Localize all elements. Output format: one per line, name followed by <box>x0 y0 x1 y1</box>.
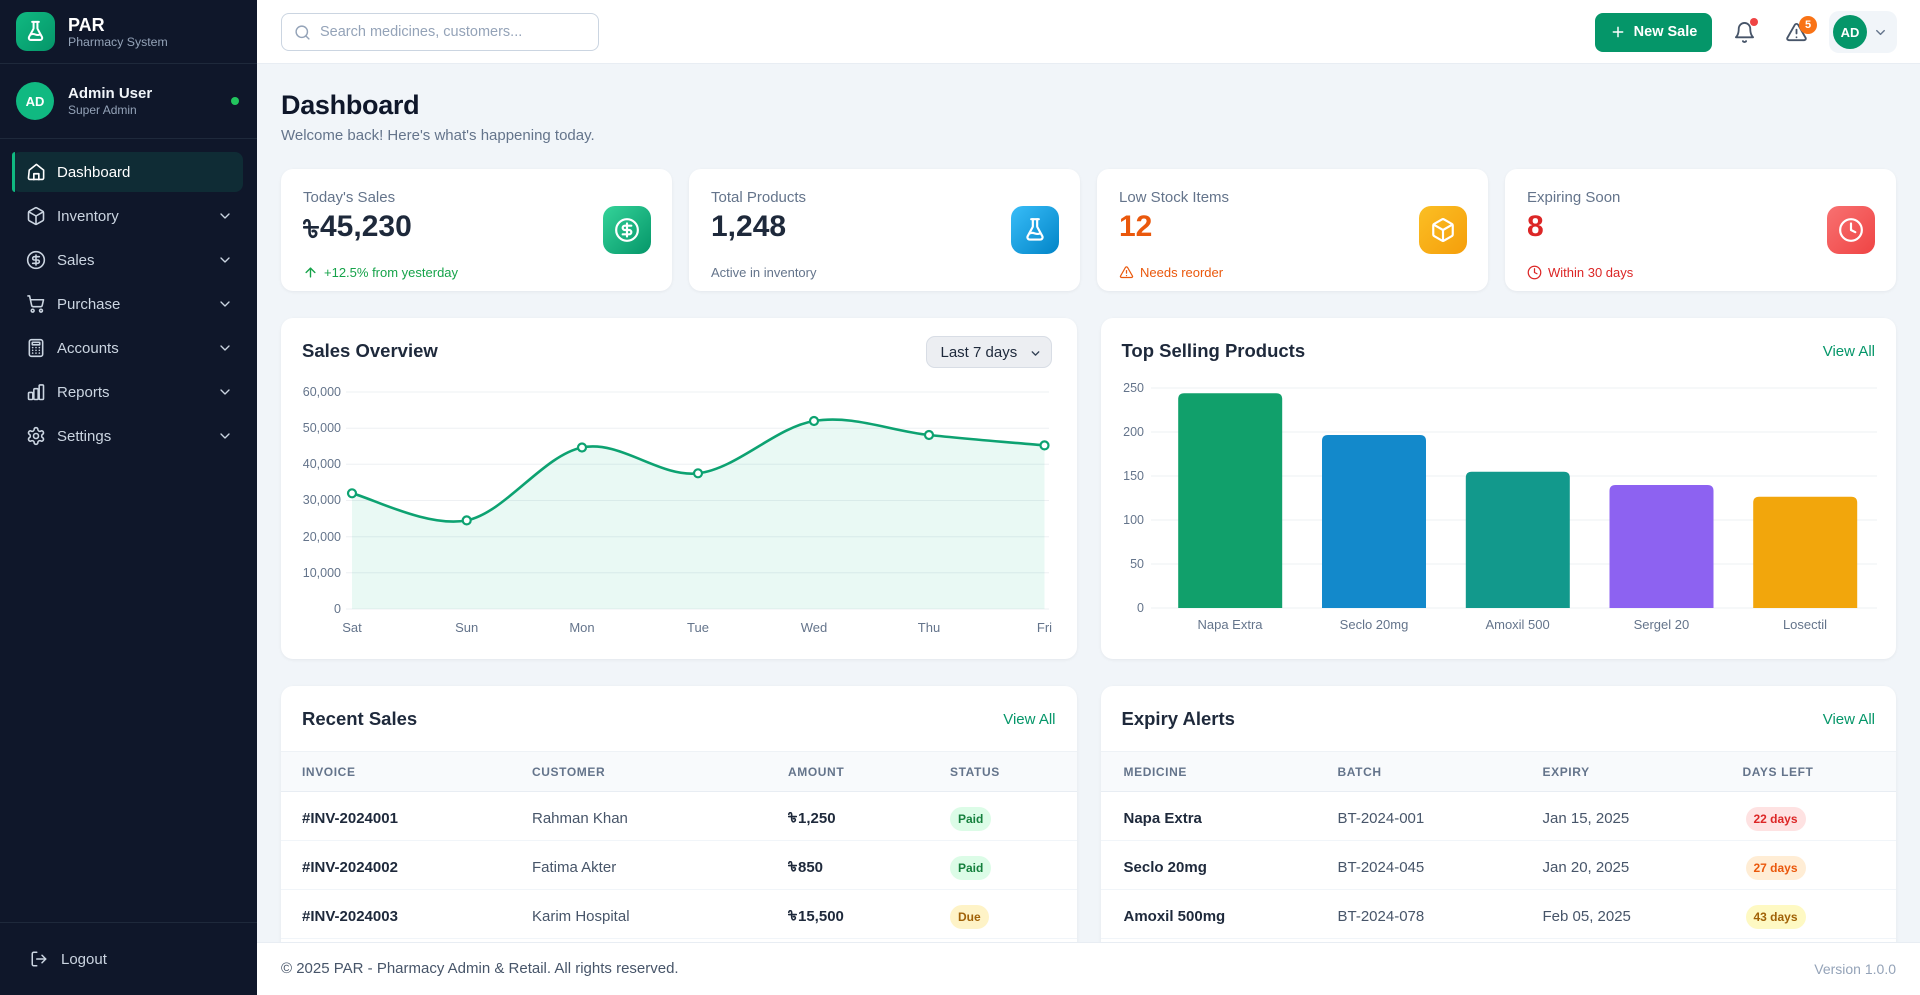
svg-text:Mon: Mon <box>569 620 594 635</box>
svg-text:150: 150 <box>1123 469 1144 483</box>
svg-text:Amoxil 500: Amoxil 500 <box>1485 617 1549 632</box>
svg-text:50,000: 50,000 <box>303 421 341 435</box>
svg-text:50: 50 <box>1130 557 1144 571</box>
svg-text:Tue: Tue <box>687 620 709 635</box>
svg-text:200: 200 <box>1123 425 1144 439</box>
svg-text:Sat: Sat <box>342 620 362 635</box>
svg-text:30,000: 30,000 <box>303 493 341 507</box>
svg-text:10,000: 10,000 <box>303 566 341 580</box>
svg-text:40,000: 40,000 <box>303 457 341 471</box>
svg-text:0: 0 <box>1137 601 1144 615</box>
svg-text:Thu: Thu <box>918 620 940 635</box>
svg-text:Fri: Fri <box>1037 620 1052 635</box>
svg-text:Wed: Wed <box>801 620 828 635</box>
svg-text:100: 100 <box>1123 513 1144 527</box>
svg-text:Sun: Sun <box>455 620 478 635</box>
svg-text:Losectil: Losectil <box>1782 617 1826 632</box>
svg-text:20,000: 20,000 <box>303 530 341 544</box>
svg-text:250: 250 <box>1123 381 1144 395</box>
svg-text:Napa Extra: Napa Extra <box>1197 617 1263 632</box>
svg-text:Sergel 20: Sergel 20 <box>1633 617 1689 632</box>
svg-text:0: 0 <box>334 602 341 616</box>
svg-text:60,000: 60,000 <box>303 385 341 399</box>
svg-text:Seclo 20mg: Seclo 20mg <box>1339 617 1408 632</box>
